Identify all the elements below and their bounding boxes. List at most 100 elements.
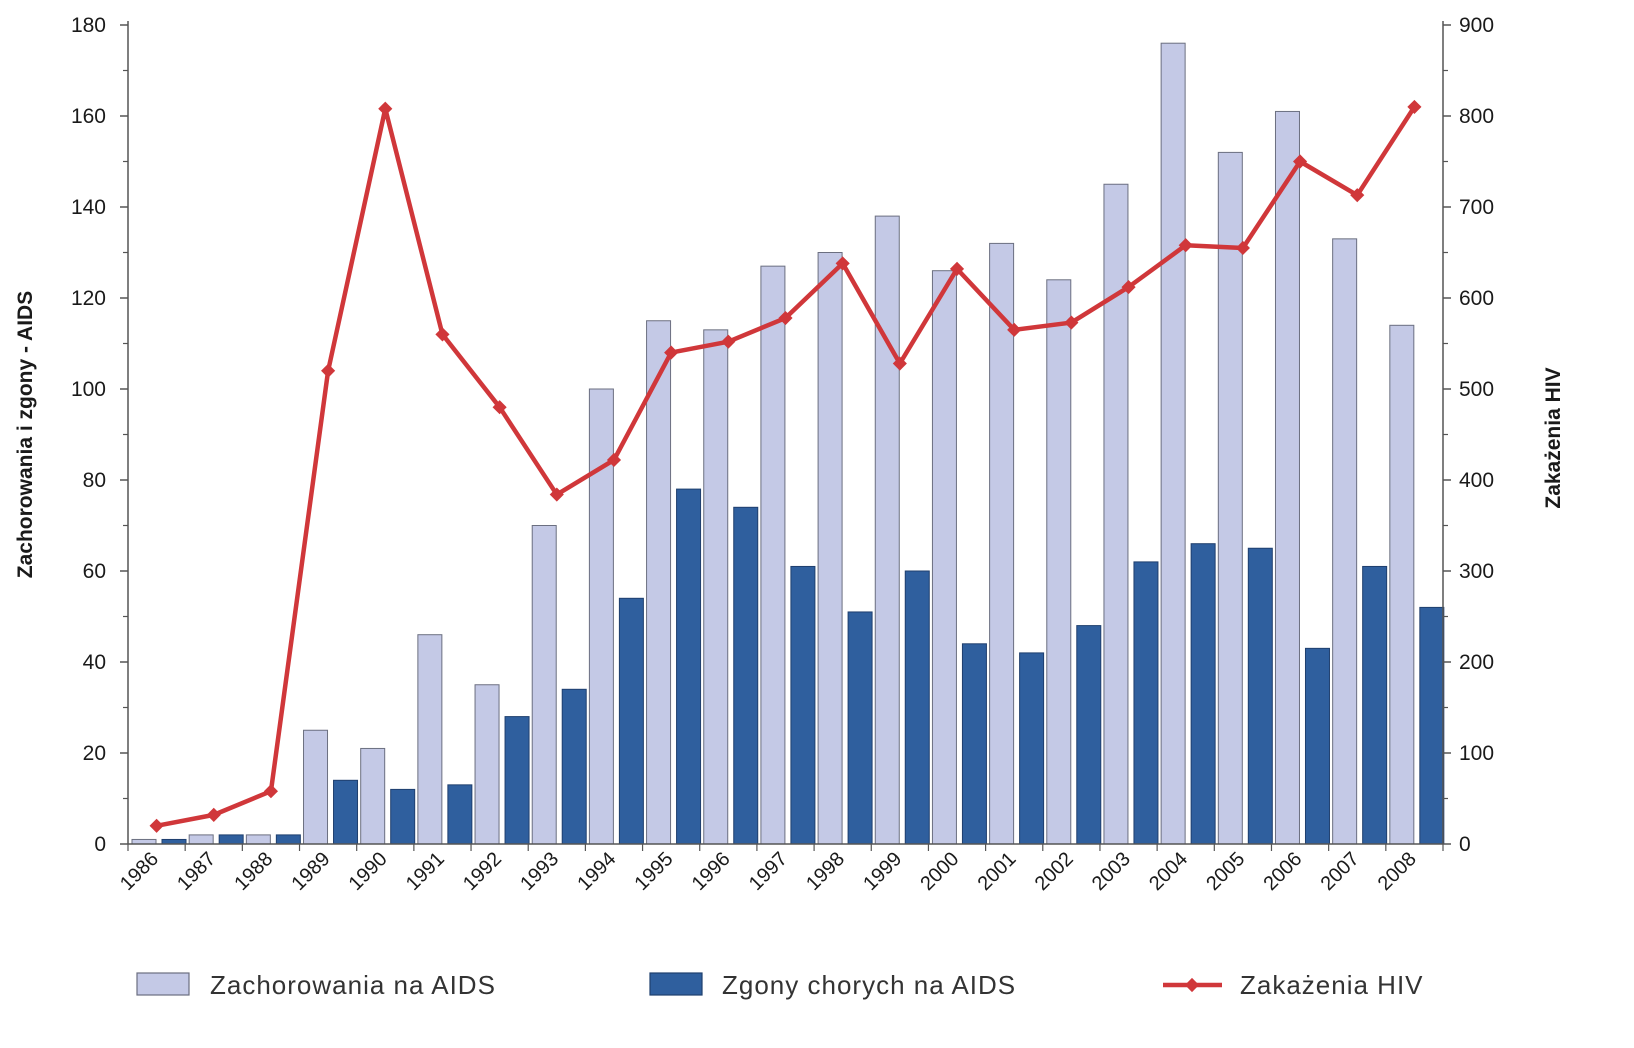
bar-zgony [447,784,473,845]
line-point-zakazenia [1350,188,1365,203]
left-tick-label: 20 [83,742,106,765]
legend: Zachorowania na AIDS Zgony chorych na AID… [136,970,1424,1000]
legend-swatch-zgony [649,972,703,996]
line-point-zakazenia [549,487,564,502]
line-point-zakazenia [321,363,336,378]
x-tick-label: 1998 [802,848,849,895]
x-tick-label: 1999 [859,848,906,895]
bar-zachorowania [646,320,672,845]
axes-layer [120,21,1451,851]
bar-zgony [1247,547,1273,845]
right-tick-label: 300 [1459,560,1494,583]
line-point-zakazenia [1178,238,1193,253]
left-tick-label: 40 [83,651,106,674]
bar-zachorowania [817,252,843,845]
bar-zgony [275,834,301,845]
bar-zgony [961,643,987,845]
line-point-zakazenia [206,807,221,822]
x-tick-label: 1994 [573,848,620,895]
line-point-zakazenia [1235,240,1250,256]
line-point-zakazenia [149,818,164,833]
left-tick-label: 0 [94,833,106,856]
bar-zachorowania [989,242,1015,845]
line-point-zakazenia [492,400,507,415]
x-tick-label: 2008 [1374,848,1421,895]
line-point-zakazenia [835,256,850,271]
line-point-zakazenia [1007,322,1022,337]
right-axis-title: Zakażenia HIV [1542,367,1565,508]
right-tick-label: 700 [1459,196,1494,219]
x-tick-label: 2003 [1088,848,1135,895]
line-point-zakazenia [435,327,450,342]
x-tick-label: 1990 [345,848,392,895]
bar-zgony [1076,625,1102,845]
x-tick-label: 1991 [402,848,449,895]
x-tick-label: 2006 [1259,848,1306,895]
x-tick-label: 1986 [116,848,163,895]
bars-layer [131,42,1445,845]
bar-zgony [1019,652,1045,845]
right-tick-label: 600 [1459,287,1494,310]
line-point-zakazenia [949,261,965,276]
x-tick-label: 2005 [1202,848,1249,895]
bar-zgony [390,788,416,845]
left-tick-label: 140 [71,196,106,219]
right-tick-label: 100 [1459,742,1494,765]
bar-zachorowania [303,729,329,845]
legend-label-zgony: Zgony chorych na AIDS [722,970,1016,1000]
right-tick-label: 400 [1459,469,1494,492]
bar-zgony [218,834,244,845]
legend-swatch-zachorowania [136,972,190,996]
left-axis-title: Zachorowania i zgony - AIDS [14,291,37,578]
left-tick-label: 80 [83,469,106,492]
bar-zachorowania [1332,238,1358,845]
left-tick-label: 60 [83,560,106,583]
line-point-zakazenia [1292,154,1308,169]
bar-zachorowania [703,329,729,845]
bar-zachorowania [1160,42,1186,845]
bar-zachorowania [1389,324,1415,845]
line-point-zakazenia [778,310,793,326]
x-tick-label: 1992 [459,848,506,895]
bar-zgony [847,611,873,845]
x-tick-label: 1989 [287,848,334,895]
bar-zachorowania [931,270,957,845]
bar-zgony [1304,647,1330,845]
x-tick-label: 1987 [173,848,220,895]
line-point-zakazenia [378,101,393,116]
x-tick-label: 1997 [745,848,792,895]
bar-zachorowania [360,747,386,845]
line-point-zakazenia [1064,315,1079,330]
x-tick-label: 2001 [974,848,1021,895]
line-point-zakazenia [606,452,622,468]
bar-zgony [1419,606,1445,845]
x-tick-label: 2002 [1031,848,1078,895]
bar-zgony [504,716,530,845]
right-tick-label: 200 [1459,651,1494,674]
right-tick-label: 500 [1459,378,1494,401]
bar-zachorowania [417,634,443,845]
bar-zgony [676,488,702,845]
x-tick-label: 1996 [688,848,735,895]
left-tick-label: 100 [71,378,106,401]
bar-zachorowania [245,834,271,845]
line-point-zakazenia [1121,280,1136,295]
bar-zgony [733,506,759,845]
left-tick-label: 180 [71,14,106,37]
bar-zachorowania [474,684,500,845]
legend-label-zakazenia: Zakażenia HIV [1240,970,1424,1000]
bar-zachorowania [1046,279,1072,845]
x-tick-label: 1995 [631,848,678,895]
x-tick-label: 2000 [916,848,963,895]
bar-zgony [561,688,587,845]
x-tick-label: 2007 [1317,848,1364,895]
bar-zachorowania [1103,183,1129,845]
bar-zachorowania [1274,110,1300,845]
bar-zachorowania [874,215,900,845]
line-point-zakazenia [892,356,907,371]
left-tick-label: 160 [71,105,106,128]
bar-zgony [1190,543,1216,845]
bar-zgony [790,565,816,845]
legend-label-zachorowania: Zachorowania na AIDS [210,970,496,1000]
